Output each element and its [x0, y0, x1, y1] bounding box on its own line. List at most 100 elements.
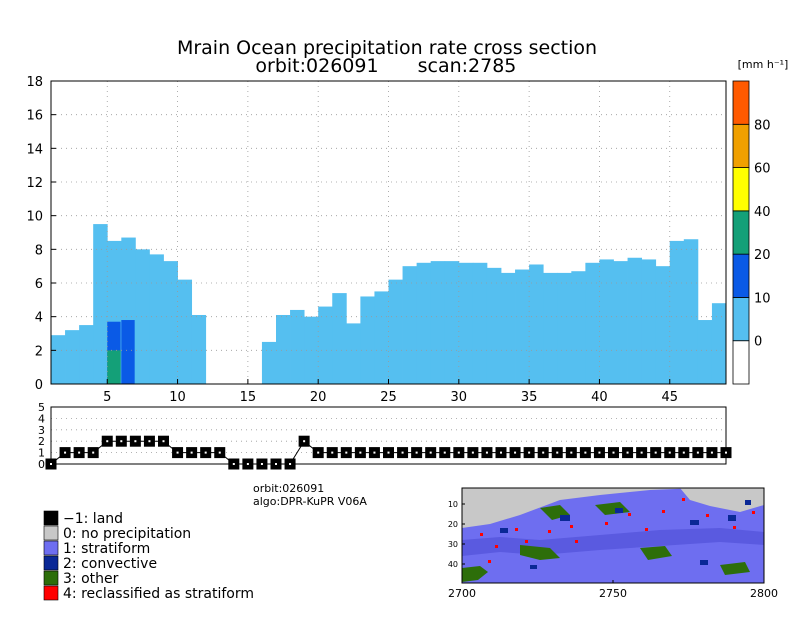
- x-tick-label: 20: [310, 390, 327, 405]
- colorbar-label: 0: [754, 335, 762, 350]
- swath-map: 2700 2750 2800 10 20 30 40: [448, 487, 778, 600]
- type-y-label: 1: [38, 447, 45, 460]
- chart-title: Mrain Ocean precipitation rate cross sec…: [177, 37, 597, 59]
- type-y-label: 0: [38, 458, 45, 471]
- algo-info: algo:DPR-KuPR V06A: [253, 495, 367, 508]
- precip-column: [360, 296, 375, 384]
- y-tick-label: 10: [26, 210, 43, 225]
- colorbar-box: [732, 210, 750, 255]
- precip-column: [697, 320, 713, 384]
- type-marker-dot: [190, 451, 193, 454]
- type-marker-dot: [134, 440, 137, 443]
- map-y-label: 40: [448, 560, 458, 569]
- colorbar-label: 20: [754, 248, 771, 263]
- type-y-label: 4: [38, 412, 45, 425]
- precip-column: [543, 272, 558, 384]
- legend-label: 2: convective: [63, 556, 157, 572]
- type-marker-dot: [500, 451, 502, 454]
- map-clear-patch: [680, 488, 764, 512]
- precip-column: [613, 261, 628, 384]
- legend-label: 1: stratiform: [63, 541, 150, 557]
- type-marker-dot: [176, 451, 179, 454]
- colorbar-boxes: [732, 80, 750, 385]
- y-tick-label: 18: [26, 75, 43, 90]
- type-marker-dot: [232, 463, 235, 465]
- type-marker-dot: [584, 451, 587, 454]
- x-tick-label: 35: [521, 390, 538, 405]
- precip-column: [486, 267, 502, 384]
- type-marker-dot: [345, 451, 348, 454]
- type-marker-dot: [275, 463, 277, 465]
- type-marker-dot: [401, 451, 404, 454]
- colorbar-label: 80: [754, 118, 771, 133]
- y-tick-label: 6: [35, 277, 43, 292]
- precip-column: [641, 259, 657, 384]
- precip-column: [599, 259, 614, 384]
- precip-column: [177, 279, 193, 384]
- legend-swatch: [43, 585, 59, 601]
- type-marker-dot: [204, 451, 207, 454]
- type-marker-dot: [218, 451, 221, 454]
- precip-column: [276, 314, 291, 384]
- legend-swatch: [43, 510, 59, 526]
- precip-core: [107, 350, 121, 384]
- precip-column: [191, 314, 207, 384]
- type-marker-dot: [415, 451, 418, 454]
- colorbar-box: [732, 80, 750, 125]
- precip-column: [318, 306, 333, 384]
- legend-swatch: [43, 570, 59, 586]
- type-marker-dot: [443, 451, 446, 454]
- type-marker-dot: [359, 451, 362, 454]
- type-marker-dot: [542, 451, 545, 454]
- orbit-info: orbit:026091: [253, 482, 324, 495]
- precip-column: [669, 240, 685, 384]
- x-axis-ticks: 5 10 15 20 25 30 35 40 45: [103, 379, 678, 405]
- map-y-label: 30: [448, 540, 458, 549]
- type-marker-dot: [373, 451, 376, 454]
- map-other-patch-5: [640, 546, 672, 560]
- x-tick-label: 10: [169, 390, 186, 405]
- precip-column: [501, 272, 516, 384]
- type-marker-dot: [64, 451, 67, 454]
- type-marker-dot: [331, 451, 334, 454]
- precip-cores: [107, 320, 135, 384]
- legend-label: −1: land: [63, 511, 123, 527]
- colorbar-box: [732, 253, 750, 298]
- map-y-label: 10: [448, 500, 458, 509]
- precip-column: [51, 335, 66, 384]
- type-marker-dot: [148, 440, 151, 443]
- precip-column: [515, 269, 530, 384]
- precip-column: [332, 293, 347, 384]
- legend-swatch: [43, 525, 59, 541]
- type-marker-dot: [429, 451, 432, 454]
- x-tick-label: 25: [380, 390, 397, 405]
- colorbar-labels: 0 10 20 40 60 80: [754, 118, 771, 349]
- cross-section-grid: [51, 81, 726, 384]
- cross-section-plot: 5 10 15 20 25 30 35 40 45 0 2 4 6 8 10 12 14 16 18: [26, 75, 727, 405]
- map-y-ticks: 10 20 30 40: [448, 500, 465, 569]
- precip-column: [79, 325, 94, 384]
- colorbar-label: 10: [754, 291, 771, 306]
- legend-label: 3: other: [63, 571, 119, 587]
- orbit-subtitle: orbit:026091: [255, 55, 378, 77]
- precip-column: [261, 341, 277, 384]
- y-tick-label: 12: [26, 176, 43, 191]
- type-y-label: 3: [38, 424, 45, 437]
- precip-column: [388, 279, 403, 384]
- map-x-ticks: 2700 2750 2800: [448, 580, 778, 600]
- type-marker-dot: [528, 451, 531, 454]
- y-tick-label: 4: [35, 311, 43, 326]
- precip-column: [529, 264, 544, 384]
- x-tick-label: 40: [591, 390, 608, 405]
- type-y-label: 5: [38, 401, 45, 414]
- y-axis-ticks: 0 2 4 6 8 10 12 14 16 18: [26, 75, 56, 393]
- map-other-patch-1: [462, 566, 488, 582]
- precip-columns: [51, 224, 727, 384]
- colorbar: [mm h⁻¹] 0 10 20 40 60 80: [732, 58, 788, 385]
- colorbar-label: 60: [754, 162, 771, 177]
- type-marker-dot: [485, 451, 488, 454]
- y-tick-label: 8: [35, 243, 43, 258]
